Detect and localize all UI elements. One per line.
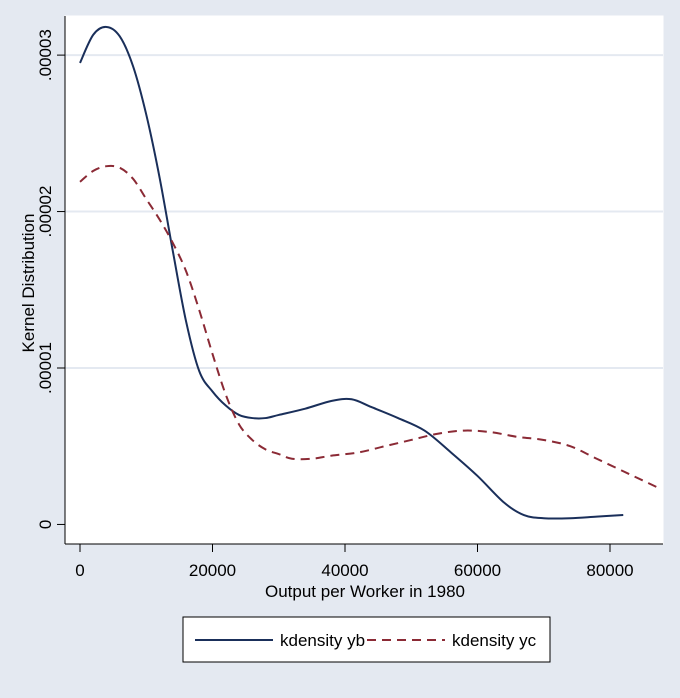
x-tick-label-4: 80000 xyxy=(586,561,633,580)
x-axis-label: Output per Worker in 1980 xyxy=(265,582,465,601)
x-tick-label-2: 40000 xyxy=(321,561,368,580)
series-layer xyxy=(79,25,657,520)
y-tick-label-3: .00003 xyxy=(36,29,55,81)
x-tick-label-1: 20000 xyxy=(189,561,236,580)
legend: kdensity yb kdensity yc xyxy=(182,616,551,663)
legend-label-kdensity-yb: kdensity yb xyxy=(280,631,365,650)
x-tick-label-3: 60000 xyxy=(454,561,501,580)
series-line-kdensity-yc xyxy=(79,164,657,488)
y-tick-label-1: .00001 xyxy=(36,342,55,394)
y-axis-label: Kernel Distribution xyxy=(19,214,38,353)
legend-label-kdensity-yc: kdensity yc xyxy=(452,631,537,650)
x-tick-label-0: 0 xyxy=(75,561,84,580)
plot-area xyxy=(64,15,664,545)
axes: 0 .00001 .00002 .00003 0 20000 40000 60000 80000 xyxy=(36,16,663,580)
series-line-kdensity-yb xyxy=(79,25,624,520)
y-tick-label-2: .00002 xyxy=(36,186,55,238)
y-tick-label-0: 0 xyxy=(36,520,55,529)
gridlines xyxy=(65,54,663,369)
